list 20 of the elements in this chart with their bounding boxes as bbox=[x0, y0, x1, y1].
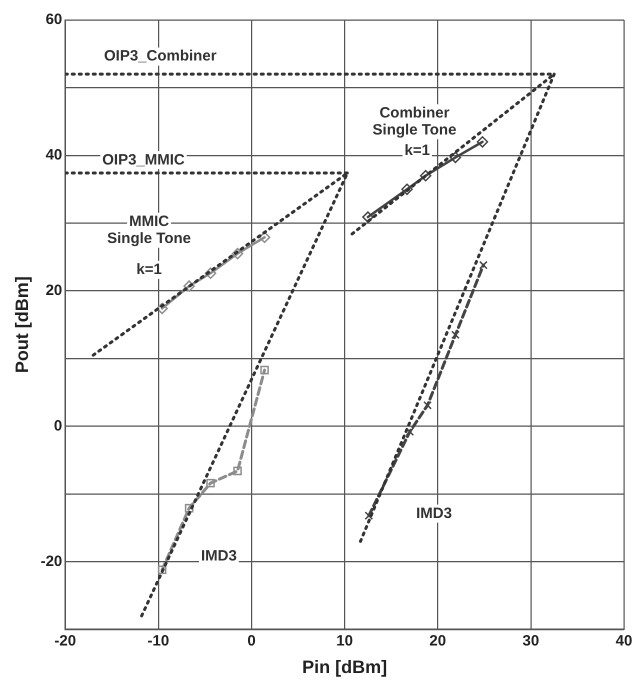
annotation: IMD3 bbox=[416, 504, 452, 522]
x-tick-label: 40 bbox=[616, 632, 632, 650]
x-tick-label: 20 bbox=[429, 632, 446, 650]
annotation: IMD3 bbox=[201, 547, 237, 564]
annotation: k=1 bbox=[136, 260, 162, 278]
annotation: OIP3_MMIC bbox=[102, 151, 185, 168]
y-tick-label: 40 bbox=[46, 146, 62, 164]
y-tick-label: 20 bbox=[46, 282, 62, 299]
annotation: OIP3_Combiner bbox=[104, 48, 217, 65]
x-tick-label: -10 bbox=[148, 632, 170, 650]
x-tick-label: 0 bbox=[247, 632, 256, 650]
y-tick-label: 60 bbox=[46, 11, 62, 28]
x-tick-label: 30 bbox=[522, 632, 540, 650]
y-axis-title: Pout [dBm] bbox=[12, 276, 32, 374]
x-tick-label: 10 bbox=[336, 632, 353, 650]
annotation: MMIC Single Tone bbox=[107, 212, 192, 247]
annotation: k=1 bbox=[404, 142, 430, 160]
x-axis-title: Pin [dBm] bbox=[302, 657, 388, 678]
y-tick-label: -20 bbox=[40, 552, 62, 570]
y-tick-label: 0 bbox=[54, 417, 62, 434]
